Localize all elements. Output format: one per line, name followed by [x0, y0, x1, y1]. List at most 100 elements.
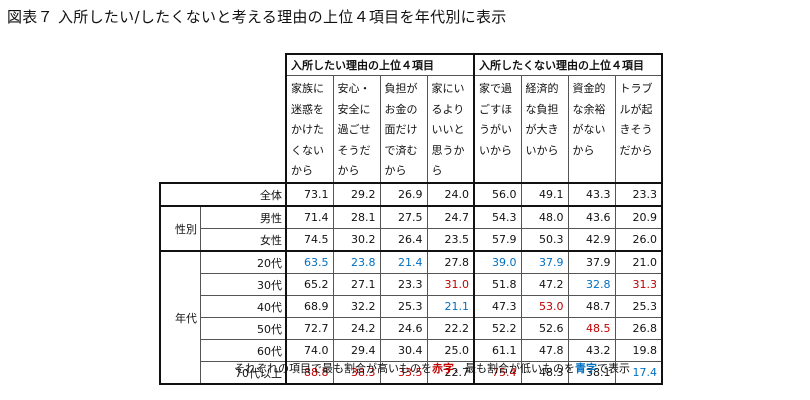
value-cell: 54.3: [473, 205, 522, 229]
reason-header-line: トラブ: [619, 82, 653, 95]
value-cell: 22.7: [426, 361, 475, 385]
reason-header-line: 家にい: [431, 82, 465, 95]
value-cell: 21.1: [426, 295, 475, 318]
value-cell: 37.9: [520, 250, 569, 274]
row-group-gender: 性別: [159, 205, 201, 252]
table-row: 70代以上 88.8 38.3 33.5 22.7 75.4 48.3 38.1 17.4: [160, 361, 663, 385]
value-cell: 71.4: [285, 205, 334, 229]
reason-header-line: 面だけ: [384, 123, 418, 136]
value-cell: 48.7: [567, 295, 616, 318]
value-cell: 27.5: [379, 205, 428, 229]
value-cell: 23.5: [426, 228, 475, 252]
value-cell: 42.9: [567, 228, 616, 252]
value-cell: 32.2: [332, 295, 381, 318]
reason-header-line: から: [384, 164, 407, 177]
reason-header-7: 資金的 な余裕 がない から: [567, 75, 616, 184]
note-text-3: で表示: [597, 362, 630, 375]
value-cell: 56.0: [473, 182, 522, 207]
value-cell: 26.8: [614, 317, 663, 340]
row-label: 50代: [199, 317, 287, 340]
note-text-2: 、最も割合が低いものを: [454, 362, 575, 375]
reason-header-line: いから: [479, 143, 512, 157]
value-cell: 38.1: [567, 361, 616, 385]
reason-header-line: くない: [291, 143, 324, 157]
reason-header-line: から: [337, 164, 360, 177]
reason-header-line: いいと: [431, 123, 465, 136]
table-row: 30代 65.2 27.1 23.3 31.0 51.8 47.2 32.8 31.3: [160, 273, 663, 296]
value-cell: 43.2: [567, 339, 616, 362]
value-cell: 72.7: [285, 317, 334, 340]
row-label: 70代以上: [199, 361, 287, 385]
value-cell: 39.0: [473, 250, 522, 274]
value-cell: 28.1: [332, 205, 381, 229]
table-row: 性別 男性 71.4 28.1 27.5 24.7 54.3 48.0 43.6 20.9: [159, 205, 663, 252]
value-cell: 26.9: [379, 182, 428, 207]
value-cell: 32.8: [567, 273, 616, 296]
reason-header-3: 負担がお金の面だけで済むから: [379, 75, 428, 184]
table-row: 50代 72.7 24.2 24.6 22.2 52.2 52.6 48.5 26.8: [160, 317, 663, 340]
reason-header-line: から: [291, 164, 313, 177]
figure-title: 図表７ 入所したい/したくないと考える理由の上位４項目を年代別に表示: [7, 8, 507, 26]
row-label: 男性: [199, 205, 287, 229]
row-label: 40代: [199, 295, 287, 318]
table-row: 年代 20代 63.5 23.8 21.4 27.8 39.0 37.9 37.9 21.0: [159, 250, 663, 385]
table-row: 全体 73.1 29.2 26.9 24.0 56.0 49.1 43.3 23.3: [159, 182, 663, 207]
value-cell: 26.0: [614, 228, 663, 252]
reason-header-line: な負担: [525, 102, 559, 116]
value-cell: 52.2: [473, 317, 522, 340]
reason-header-line: がない: [572, 123, 606, 136]
value-cell: 74.0: [285, 339, 334, 362]
value-cell: 63.5: [285, 250, 334, 274]
value-cell: 25.3: [379, 295, 428, 318]
value-cell: 73.1: [285, 182, 334, 207]
value-cell: 25.0: [426, 339, 475, 362]
value-cell: 29.4: [332, 339, 381, 362]
value-cell: 24.2: [332, 317, 381, 340]
reason-header-line: が大き: [525, 123, 559, 136]
reason-header-line: いから: [525, 143, 559, 157]
value-cell: 48.3: [520, 361, 569, 385]
value-cell: 38.3: [332, 361, 381, 385]
value-cell: 68.9: [285, 295, 334, 318]
reason-header-line: 安心・: [337, 82, 371, 95]
note-blue-word: 青字: [575, 362, 597, 375]
reason-header-line: から: [572, 143, 595, 157]
table-row: 60代 74.0 29.4 30.4 25.0 61.1 47.8 43.2 19.8: [160, 339, 663, 362]
row-label: 30代: [199, 273, 287, 296]
table-row: 40代 68.9 32.2 25.3 21.1 47.3 53.0 48.7 25.3: [160, 295, 663, 318]
value-cell: 47.2: [520, 273, 569, 296]
value-cell: 21.0: [614, 250, 663, 274]
row-label: 60代: [199, 339, 287, 362]
reason-header-line: で済む: [384, 143, 418, 157]
reason-header-line: 家族に: [291, 82, 324, 95]
value-cell: 47.8: [520, 339, 569, 362]
reason-header-5: 家で過 ごすほ うがい いから: [473, 75, 522, 184]
value-cell: 24.6: [379, 317, 428, 340]
reason-header-line: 資金的: [572, 82, 606, 95]
value-cell: 52.6: [520, 317, 569, 340]
value-cell: 43.3: [567, 182, 616, 207]
value-cell: 17.4: [614, 361, 663, 385]
note-red-word: 赤字: [432, 362, 454, 375]
value-cell: 27.1: [332, 273, 381, 296]
legend-note: それぞれの項目で最も割合が高いものを赤字、最も割合が低いものを青字で表示: [234, 360, 630, 376]
reason-header-line: かけた: [291, 123, 324, 136]
value-cell: 75.4: [473, 361, 522, 385]
reason-header-4: 家にい るより いいと 思うから: [426, 75, 475, 184]
value-cell: 27.8: [426, 250, 475, 274]
reason-header-line: 経済的: [525, 82, 559, 95]
reason-header-line: 家で過: [479, 82, 512, 95]
reason-header-8: トラブ ルが起 きそう だから: [614, 75, 663, 184]
row-label: 全体: [159, 182, 287, 207]
reason-header-line: 負担が: [384, 82, 418, 95]
value-cell: 37.9: [567, 250, 616, 274]
reason-header-line: お金の: [384, 102, 418, 116]
value-cell: 23.8: [332, 250, 381, 274]
value-cell: 21.4: [379, 250, 428, 274]
value-cell: 30.4: [379, 339, 428, 362]
value-cell: 53.0: [520, 295, 569, 318]
row-group-age: 年代: [159, 250, 201, 385]
value-cell: 33.5: [379, 361, 428, 385]
reason-header-line: 思うか: [431, 143, 465, 157]
value-cell: 26.4: [379, 228, 428, 252]
